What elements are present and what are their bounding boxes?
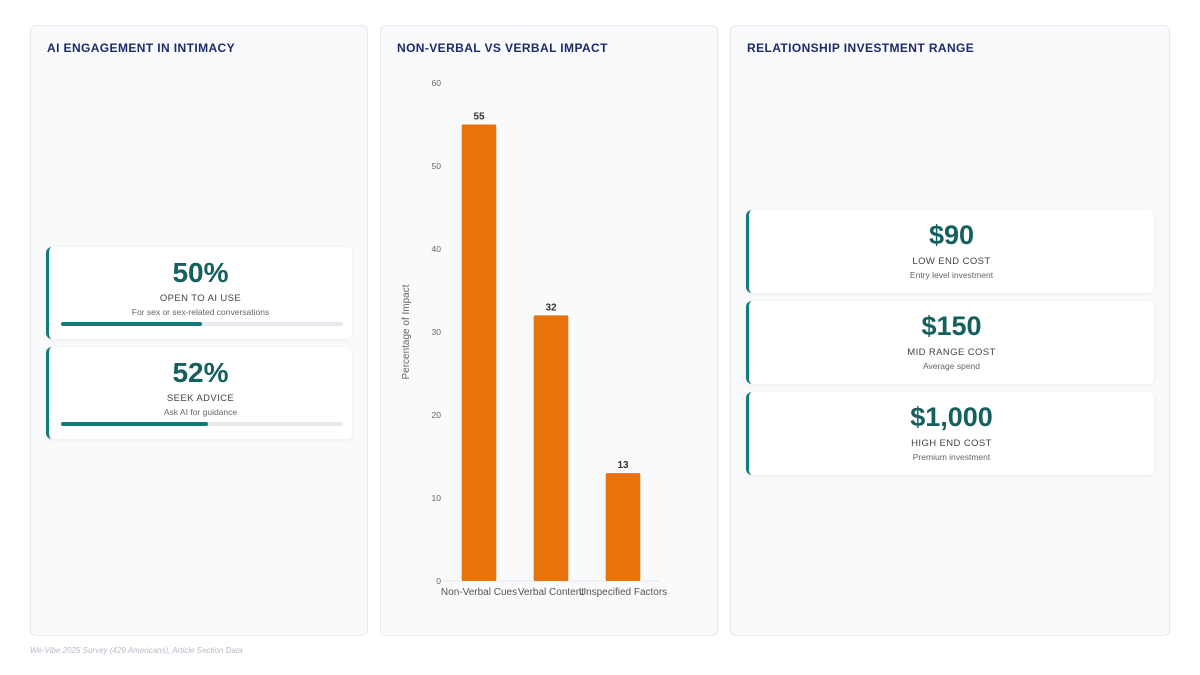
bar-value-label: 32 <box>545 302 557 313</box>
progress-fill <box>61 322 202 326</box>
cost-card-high: $1,000 HIGH END COST Premium investment <box>746 392 1154 475</box>
bar-2 <box>605 473 641 581</box>
cost-description: Premium investment <box>912 452 991 462</box>
cost-card-low: $90 LOW END COST Entry level investment <box>746 210 1154 293</box>
investment-title: RELATIONSHIP INVESTMENT RANGE <box>747 41 975 55</box>
cost-label: LOW END COST <box>912 256 991 267</box>
bar-1 <box>533 315 569 581</box>
impact-title: NON-VERBAL VS VERBAL IMPACT <box>397 41 608 55</box>
cost-card-mid: $150 MID RANGE COST Average spend <box>746 301 1154 384</box>
stat-description: Ask AI for guidance <box>163 407 238 417</box>
bar-0 <box>461 124 497 581</box>
impact-panel: NON-VERBAL VS VERBAL IMPACT 0 10 20 30 40 50 6… <box>380 25 718 636</box>
y-tick-label: 10 <box>432 493 442 503</box>
x-category-label: Unspecified Factors <box>579 587 667 598</box>
stat-label: SEEK ADVICE <box>166 393 235 404</box>
cost-value: $150 <box>921 311 982 341</box>
progress-fill <box>61 422 208 426</box>
engagement-panel: AI ENGAGEMENT IN INTIMACY 50% OPEN TO AI… <box>30 25 368 636</box>
y-tick-label: 50 <box>432 161 442 171</box>
y-tick-label: 30 <box>432 327 442 337</box>
source-footnote: We-Vibe 2025 Survey (429 Americans), Art… <box>30 646 243 655</box>
cost-value: $1,000 <box>910 402 993 432</box>
y-tick-label: 20 <box>432 410 442 420</box>
bar-value-label: 55 <box>473 112 485 123</box>
cost-description: Entry level investment <box>909 270 994 280</box>
progress-track <box>61 422 343 426</box>
cost-label: MID RANGE COST <box>907 347 996 358</box>
bar-value-label: 13 <box>617 460 629 471</box>
cost-value: $90 <box>928 220 975 250</box>
progress-track <box>61 322 343 326</box>
engagement-title: AI ENGAGEMENT IN INTIMACY <box>47 41 236 55</box>
y-tick-label: 60 <box>432 78 442 88</box>
y-tick-label: 0 <box>436 576 441 586</box>
y-tick-label: 40 <box>432 244 442 254</box>
cost-description: Average spend <box>922 361 981 371</box>
y-axis-title: Percentage of Impact <box>401 284 412 379</box>
x-category-label: Non-Verbal Cues <box>441 587 517 598</box>
stat-label: OPEN TO AI USE <box>159 293 242 304</box>
investment-panel: RELATIONSHIP INVESTMENT RANGE $90 LOW EN… <box>730 25 1170 636</box>
x-category-label: Verbal Content <box>518 587 584 598</box>
stat-description: For sex or sex-related conversations <box>131 307 270 317</box>
impact-bar-chart: 0 10 20 30 40 50 60 Percentage of Impact 55 Non-V… <box>401 78 667 598</box>
stat-value: 50% <box>172 257 229 288</box>
cost-label: HIGH END COST <box>911 438 992 449</box>
stat-card-seek-advice: 52% SEEK ADVICE Ask AI for guidance <box>46 347 352 439</box>
stat-card-open-to-ai: 50% OPEN TO AI USE For sex or sex-relate… <box>46 247 352 339</box>
stat-value: 52% <box>172 357 229 388</box>
